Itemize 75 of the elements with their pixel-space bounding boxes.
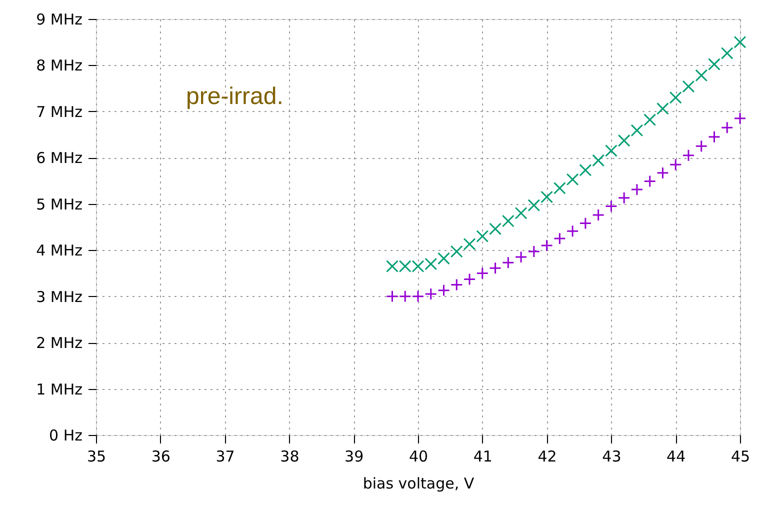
point	[669, 91, 682, 104]
point	[579, 217, 592, 230]
point	[540, 239, 554, 252]
point	[720, 121, 734, 134]
point	[502, 256, 514, 269]
point	[463, 238, 476, 250]
x-tick-label: 39	[344, 448, 364, 466]
point	[489, 262, 502, 274]
point	[682, 149, 695, 162]
point	[514, 250, 528, 264]
point	[734, 112, 746, 125]
point	[528, 199, 540, 212]
point	[463, 273, 476, 286]
x-axis-title: bias voltage, V	[362, 474, 475, 492]
point	[566, 173, 579, 186]
point	[386, 290, 398, 303]
y-tick-label: 8 MHz	[36, 56, 83, 75]
x-tick-label: 45	[730, 448, 750, 466]
x-tick-label: 43	[602, 448, 622, 466]
x-tick-label: 36	[151, 448, 170, 466]
x-tick-label: 42	[538, 448, 557, 466]
point	[644, 114, 656, 126]
point	[398, 290, 412, 303]
y-tick-label: 7 MHz	[36, 102, 83, 121]
y-tick-label: 4 MHz	[36, 242, 83, 260]
y-tick-label: 0 Hz	[49, 426, 83, 444]
point	[708, 58, 720, 71]
y-tick-label: 9 MHz	[36, 10, 83, 28]
y-tick-label: 6 MHz	[36, 149, 83, 168]
point	[438, 252, 450, 265]
point	[604, 200, 618, 212]
y-tick-label: 3 MHz	[36, 288, 83, 306]
x-tick-label: 40	[408, 448, 428, 466]
point	[695, 140, 708, 152]
y-tick-label: 1 MHz	[36, 380, 83, 398]
point	[566, 224, 579, 238]
point	[592, 208, 605, 222]
point	[553, 182, 566, 194]
point	[476, 266, 489, 280]
point	[424, 288, 438, 300]
point	[489, 222, 502, 236]
point	[720, 46, 734, 60]
y-tick-label: 2 MHz	[36, 334, 83, 352]
point	[618, 134, 630, 147]
x-tick-label: 35	[86, 448, 106, 466]
point	[553, 232, 566, 245]
point	[682, 80, 695, 93]
point	[604, 144, 618, 157]
point	[644, 175, 656, 188]
point	[412, 290, 424, 303]
point	[450, 245, 463, 258]
point	[579, 164, 592, 176]
point	[656, 166, 669, 180]
point	[618, 192, 630, 204]
point	[450, 278, 463, 292]
point	[438, 284, 450, 297]
x-tick-label: 37	[216, 448, 235, 466]
x-tick-label: 44	[666, 448, 686, 466]
point	[592, 154, 605, 167]
point	[630, 183, 644, 196]
point	[656, 102, 669, 115]
point	[540, 190, 554, 204]
y-tick-label: 5 MHz	[36, 195, 83, 214]
point	[514, 206, 528, 220]
point	[708, 130, 720, 144]
point	[734, 36, 746, 48]
point	[630, 124, 644, 137]
x-tick-label: 38	[280, 448, 300, 466]
x-tick-label: 41	[473, 448, 492, 466]
annotation: pre-irrad.	[186, 83, 284, 110]
point	[669, 158, 682, 171]
point	[502, 214, 514, 228]
point	[528, 245, 540, 258]
point	[476, 230, 489, 242]
point	[695, 69, 708, 82]
